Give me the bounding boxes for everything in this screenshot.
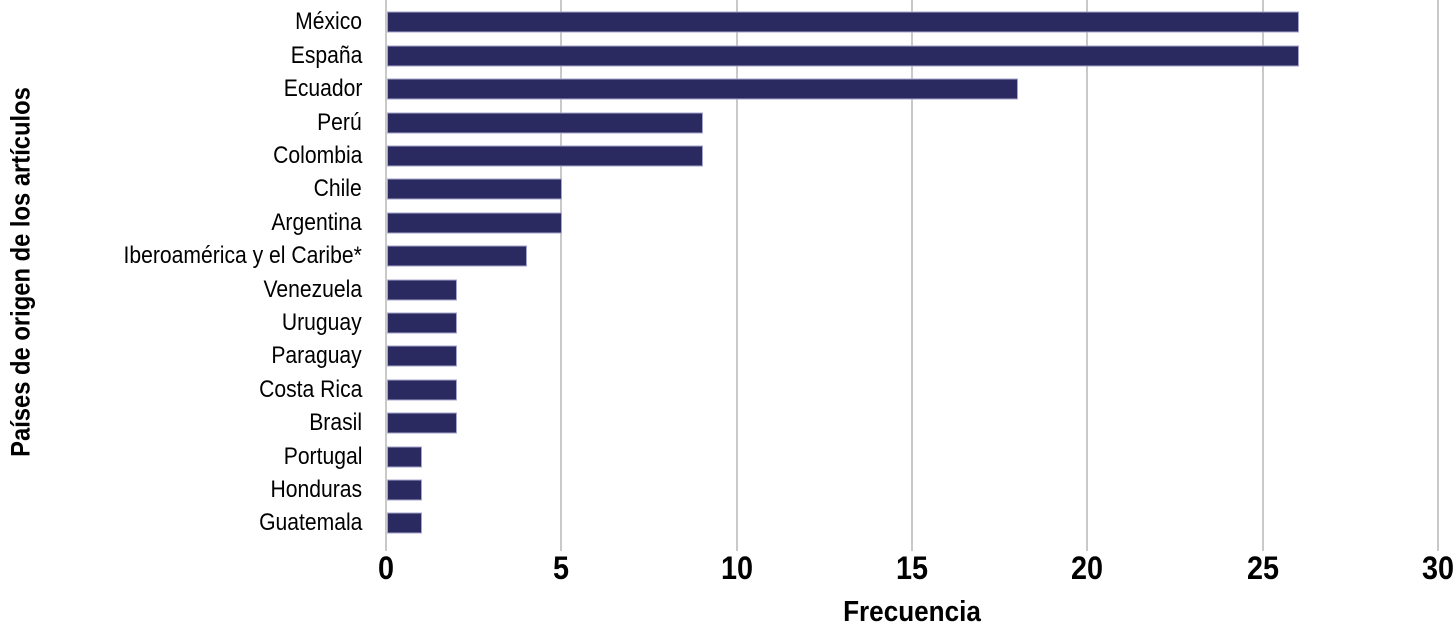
category-label-text: Iberoamérica y el Caribe*	[123, 242, 362, 270]
bar-row: Iberoamérica y el Caribe*	[0, 240, 1456, 273]
x-tick-label-text: 30	[1422, 550, 1455, 586]
bar	[387, 112, 703, 134]
category-label-text: Chile	[313, 175, 362, 203]
category-label-text: Guatemala	[258, 509, 362, 537]
x-tick-label-text: 0	[377, 550, 395, 586]
category-label: Ecuador	[0, 75, 362, 103]
x-tick-label-25: 25	[1245, 550, 1281, 586]
bar	[387, 212, 563, 234]
bar-row: Argentina	[0, 206, 1456, 239]
bar	[387, 312, 458, 334]
category-label: Uruguay	[0, 308, 362, 336]
bar-row: Brasil	[0, 407, 1456, 440]
bar	[387, 245, 528, 267]
bar-row: Honduras	[0, 473, 1456, 506]
category-label: Guatemala	[0, 509, 362, 537]
gridline-25	[1261, 0, 1264, 551]
x-tick-label-0: 0	[377, 550, 395, 586]
bar	[387, 145, 703, 167]
category-label: Argentina	[0, 208, 362, 236]
category-label-text: México	[295, 8, 362, 36]
x-axis-title-text: Frecuencia	[843, 596, 981, 628]
bar-row: Colombia	[0, 139, 1456, 172]
x-tick-label-20: 20	[1070, 550, 1106, 586]
bar-row: España	[0, 39, 1456, 72]
bar	[387, 279, 458, 301]
x-tick-label-text: 10	[720, 550, 753, 586]
category-label-text: Costa Rica	[258, 375, 362, 403]
category-label: Iberoamérica y el Caribe*	[0, 242, 362, 270]
category-label-text: Paraguay	[271, 342, 362, 370]
bar	[387, 479, 423, 501]
x-tick-label-text: 5	[553, 550, 570, 586]
bar	[387, 78, 1019, 100]
bar-row: México	[0, 6, 1456, 39]
category-label: Portugal	[0, 442, 362, 470]
category-label: México	[0, 8, 362, 36]
category-label-text: Uruguay	[282, 308, 362, 336]
bar	[387, 379, 458, 401]
category-label: España	[0, 41, 362, 69]
category-label-text: Ecuador	[283, 75, 362, 103]
category-label-text: España	[290, 41, 362, 69]
x-tick-label-text: 15	[896, 550, 929, 586]
x-tick-label-text: 20	[1071, 550, 1104, 586]
bar	[387, 45, 1299, 67]
category-label-text: Venezuela	[263, 275, 362, 303]
bar-row: Portugal	[0, 440, 1456, 473]
x-tick-label-15: 15	[894, 550, 930, 586]
bar-row: Costa Rica	[0, 373, 1456, 406]
bar-row: Venezuela	[0, 273, 1456, 306]
category-label: Brasil	[0, 409, 362, 437]
category-label-text: Colombia	[272, 141, 362, 169]
bar-row: Ecuador	[0, 73, 1456, 106]
category-label: Paraguay	[0, 342, 362, 370]
category-label-text: Portugal	[283, 442, 362, 470]
bar	[387, 178, 563, 200]
category-label-text: Honduras	[270, 475, 362, 503]
bar-row: Chile	[0, 173, 1456, 206]
bar	[387, 412, 458, 434]
bar	[387, 345, 458, 367]
gridline-5	[560, 0, 563, 551]
category-label-text: Argentina	[271, 208, 362, 236]
x-tick-label-text: 25	[1246, 550, 1279, 586]
bar-row: Paraguay	[0, 340, 1456, 373]
gridline-10	[735, 0, 738, 551]
x-tick-label-5: 5	[552, 550, 570, 586]
bar	[387, 446, 423, 468]
category-label: Costa Rica	[0, 375, 362, 403]
x-tick-label-30: 30	[1420, 550, 1456, 586]
bar-row: Guatemala	[0, 507, 1456, 540]
gridline-30	[1437, 0, 1440, 551]
bar	[387, 512, 423, 534]
x-tick-label-10: 10	[719, 550, 755, 586]
gridline-20	[1086, 0, 1089, 551]
category-label: Honduras	[0, 475, 362, 503]
bar	[387, 11, 1299, 33]
category-label-text: Perú	[317, 108, 362, 136]
x-axis-title: Frecuencia	[835, 596, 988, 629]
gridline-0	[385, 0, 387, 551]
category-label: Chile	[0, 175, 362, 203]
bar-row: Perú	[0, 106, 1456, 139]
bar-row: Uruguay	[0, 306, 1456, 339]
gridline-15	[911, 0, 914, 551]
category-label-text: Brasil	[309, 409, 362, 437]
category-label: Perú	[0, 108, 362, 136]
category-label: Venezuela	[0, 275, 362, 303]
category-label: Colombia	[0, 141, 362, 169]
